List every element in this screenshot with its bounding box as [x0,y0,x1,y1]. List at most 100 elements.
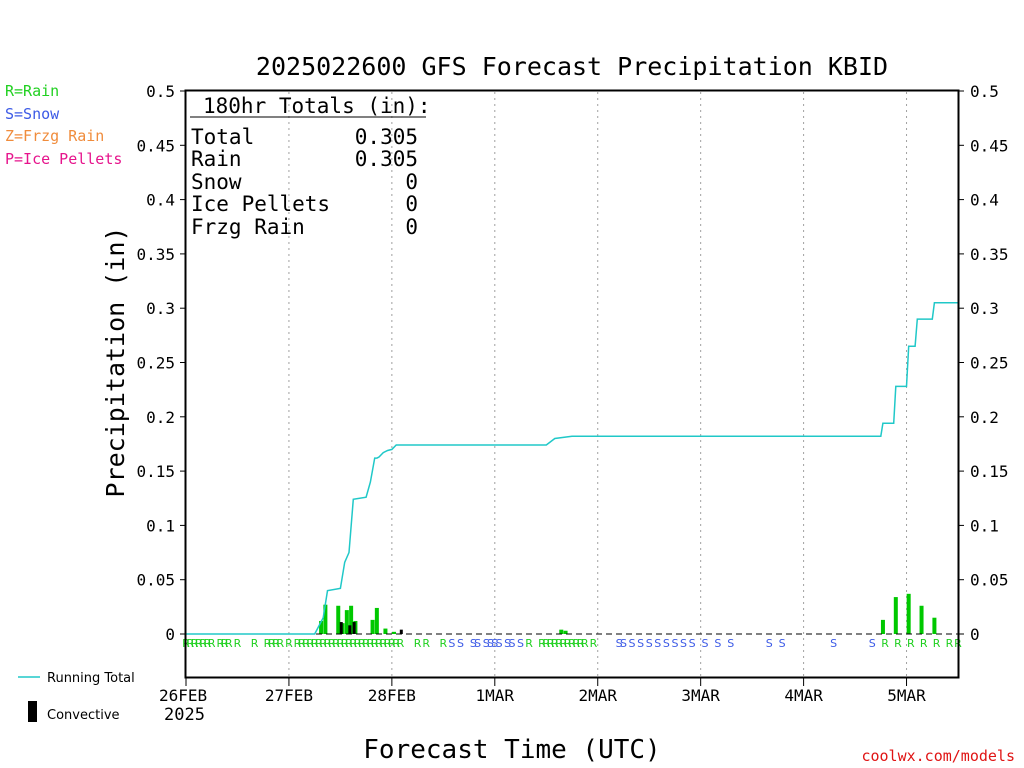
ptype-marker: R [204,637,212,650]
ptype-marker: R [277,637,285,650]
ptype-marker: S [646,637,653,650]
ptype-marker: S [779,637,786,650]
ptype-marker: R [311,637,319,650]
y-tick-label: 0.45 [970,136,1009,155]
ptype-marker: R [388,637,396,650]
ptype-marker: R [319,637,327,650]
ptype-marker: S [714,637,721,650]
ptype-marker: R [371,637,379,650]
y-tick-label: 0.1 [146,516,175,535]
precip-bar [893,597,898,634]
ptype-marker: R [354,637,362,650]
x-tick-label: 4MAR [784,686,823,705]
ptype-marker: R [894,637,902,650]
y-tick-label: 0.2 [146,408,175,427]
precip-bar [906,593,911,634]
bottom-legend: Running Total Convective [18,671,135,723]
ptype-marker: R [208,637,216,650]
ptype-marker: R [307,637,315,650]
ptype-marker: S [689,637,696,650]
totals-label-rain: Rain [191,147,242,171]
ptype-marker: R [560,637,568,650]
convective-legend-label: Convective [47,708,120,723]
ptype-legend-frzg-rain: Z=Frzg Rain [5,127,104,145]
y-tick-label: 0.05 [970,571,1009,590]
totals-value-frzg-rain: 0 [405,215,418,239]
totals-value-rain: 0.305 [355,147,418,171]
ptype-marker: R [379,637,387,650]
y-tick-label: 0.15 [970,462,1009,481]
ptype-marker: R [362,637,370,650]
precip-bar [319,620,324,634]
x-tick-label: 2MAR [578,686,617,705]
x-tick-label: 26FEB [159,686,207,705]
ptype-marker: R [538,637,546,650]
ptype-marker: S [766,637,773,650]
y-tick-label: 0.05 [136,571,175,590]
ptype-marker: R [349,637,357,650]
ptype-marker: R [268,637,276,650]
ptype-marker: R [324,637,332,650]
y-tick-label: 0.15 [136,462,175,481]
ptype-marker: S [637,637,644,650]
y-tick-label: 0.35 [136,245,175,264]
totals-value-total: 0.305 [355,125,418,149]
ptype-marker: R [332,637,340,650]
ptype-marker: S [616,637,623,650]
ptype-marker: S [671,637,678,650]
precipitation-bars [319,593,937,634]
ptype-marker: R [294,637,302,650]
ptype-marker: R [422,637,430,650]
ptype-marker: S [727,637,734,650]
precip-bar [383,628,388,634]
ptype-marker: R [384,637,392,650]
ptype-marker: S [629,637,636,650]
totals-label-frzg-rain: Frzg Rain [191,215,305,239]
ptype-marker: R [216,637,224,650]
precip-bar [349,605,354,634]
y-tick-label: 0.25 [136,354,175,373]
ptype-marker: R [525,637,533,650]
convective-bar [399,629,403,634]
ptype-marker: R [572,637,580,650]
credit-link[interactable]: coolwx.com/models [861,747,1015,765]
ptype-marker: R [397,637,405,650]
ptype-marker: S [620,637,627,650]
y-tick-label: 0.4 [970,191,999,210]
y-axis-label: Precipitation (in) [101,227,130,498]
ptype-marker: R [328,637,336,650]
ptype-marker: R [199,637,207,650]
ptype-marker: R [191,637,199,650]
y-tick-label: 0.1 [970,516,999,535]
precip-bar [563,630,568,634]
ptype-marker: R [881,637,889,650]
ptype-marker: R [272,637,280,650]
ptype-legend-snow: S=Snow [5,105,60,123]
x-tick-label: 28FEB [368,686,416,705]
x-ticks: 26FEB 27FEB 28FEB 1MAR 2MAR 3MAR 4MAR 5MAR [159,677,926,705]
ptype-marker: R [551,637,559,650]
totals-box: 180hr Totals (in): Total 0.305 Rain 0.30… [190,94,431,239]
ptype-marker: S [869,637,876,650]
convective-bar [339,622,343,634]
ptype-legend-rain: R=Rain [5,82,59,100]
ptype-marker: S [680,637,687,650]
ptype-marker: R [392,637,400,650]
ptype-marker: S [654,637,661,650]
y-tick-label: 0.4 [146,191,175,210]
ptype-marker: S [663,637,670,650]
y-tick-label: 0.45 [136,136,175,155]
ptype-marker: R [264,637,272,650]
y-ticks-right: 0 0.05 0.1 0.15 0.2 0.25 0.3 0.35 0.4 0.45 0.5 [958,82,1009,644]
precip-bar [919,605,924,634]
y-tick-label: 0 [165,625,175,644]
y-ticks-left: 0 0.05 0.1 0.15 0.2 0.25 0.3 0.35 0.4 0.45 0.5 [136,82,186,644]
x-tick-label: 27FEB [265,686,313,705]
ptype-marker: R [555,637,563,650]
totals-label-total: Total [191,125,254,149]
precip-bar [370,619,375,634]
convective-legend-swatch [28,701,37,722]
plot-frame [184,89,960,679]
ptype-marker: R [414,637,422,650]
